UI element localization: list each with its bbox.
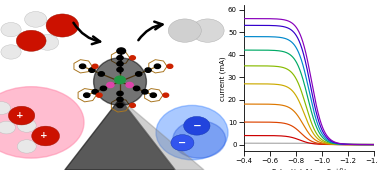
Circle shape	[92, 90, 98, 94]
Circle shape	[96, 93, 102, 97]
Circle shape	[150, 93, 156, 97]
Circle shape	[133, 86, 140, 91]
Ellipse shape	[94, 58, 146, 105]
Circle shape	[142, 90, 148, 94]
Circle shape	[167, 64, 173, 68]
Circle shape	[1, 22, 21, 37]
Circle shape	[8, 106, 35, 125]
X-axis label: Potential (V vs. Fc$^{+/0}$): Potential (V vs. Fc$^{+/0}$)	[271, 166, 347, 170]
Text: +: +	[40, 132, 47, 140]
Text: +: +	[16, 111, 23, 120]
Circle shape	[154, 64, 161, 69]
Text: −: −	[178, 138, 186, 148]
Circle shape	[136, 72, 142, 76]
Circle shape	[163, 93, 169, 97]
Circle shape	[25, 12, 47, 27]
Circle shape	[89, 68, 95, 72]
Circle shape	[92, 64, 98, 68]
Circle shape	[117, 56, 123, 60]
FancyArrowPatch shape	[73, 23, 100, 44]
Circle shape	[117, 48, 125, 54]
Circle shape	[17, 119, 36, 132]
Y-axis label: current (mA): current (mA)	[219, 56, 226, 100]
Circle shape	[168, 19, 201, 42]
Polygon shape	[65, 99, 175, 170]
Circle shape	[117, 67, 123, 72]
Circle shape	[184, 116, 210, 135]
Circle shape	[1, 45, 21, 59]
Circle shape	[36, 35, 59, 50]
Circle shape	[100, 86, 107, 91]
Circle shape	[46, 14, 79, 37]
Circle shape	[191, 19, 224, 42]
Circle shape	[117, 103, 123, 108]
Circle shape	[130, 103, 135, 107]
Circle shape	[126, 82, 133, 88]
Circle shape	[16, 30, 46, 51]
Circle shape	[0, 121, 15, 134]
Circle shape	[79, 64, 86, 69]
Circle shape	[145, 68, 151, 72]
Circle shape	[32, 126, 59, 146]
Circle shape	[115, 76, 125, 84]
Ellipse shape	[0, 87, 84, 158]
Polygon shape	[120, 99, 204, 170]
Circle shape	[17, 140, 36, 153]
Ellipse shape	[156, 105, 228, 160]
Text: −: −	[192, 121, 201, 131]
Circle shape	[130, 56, 135, 60]
Ellipse shape	[173, 121, 226, 158]
Circle shape	[117, 91, 123, 96]
Circle shape	[117, 62, 123, 66]
Circle shape	[171, 135, 194, 151]
Circle shape	[98, 72, 104, 76]
Circle shape	[117, 97, 123, 102]
Circle shape	[84, 93, 90, 97]
Circle shape	[0, 102, 11, 114]
Circle shape	[107, 82, 114, 88]
FancyArrowPatch shape	[138, 22, 163, 40]
